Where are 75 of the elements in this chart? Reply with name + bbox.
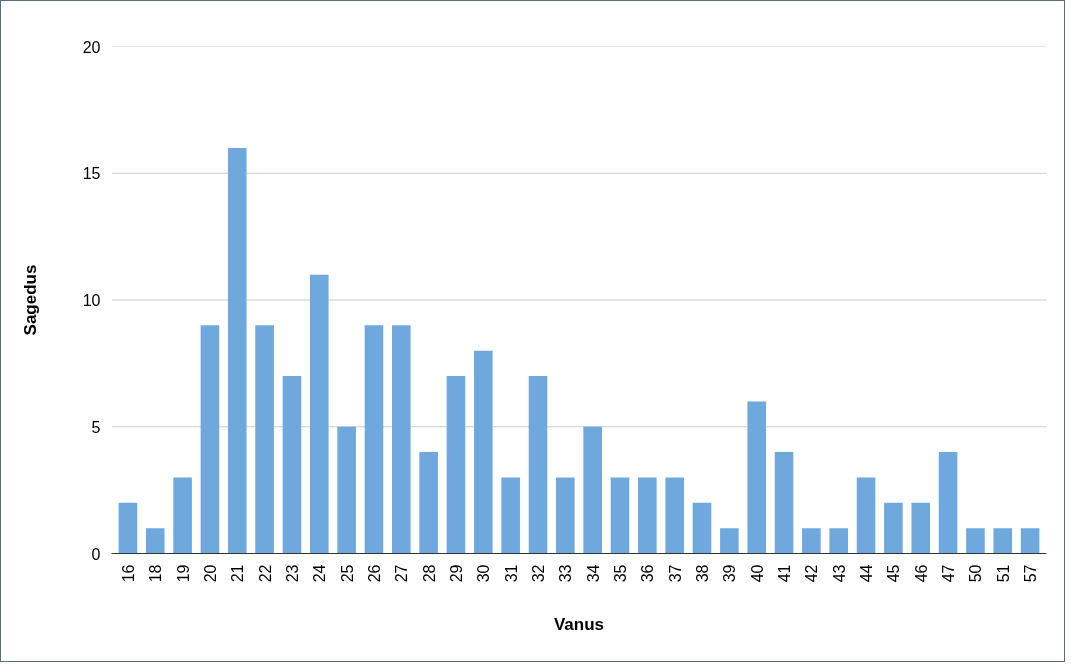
y-tick-label: 15 (82, 165, 101, 183)
y-axis-title: Sagedus (20, 264, 40, 336)
x-tick-label: 32 (529, 564, 547, 583)
bar (309, 274, 329, 554)
bar (774, 452, 794, 554)
x-tick-label: 18 (147, 564, 165, 583)
bar (911, 502, 931, 554)
x-tick-label: 51 (994, 564, 1012, 583)
x-tick-label: 40 (748, 564, 766, 583)
x-tick-label: 35 (612, 564, 630, 583)
x-tick-label: 37 (666, 564, 684, 583)
x-tick-label: 46 (912, 564, 930, 583)
bar (938, 452, 958, 554)
bar (583, 426, 602, 554)
x-tick-label: 45 (885, 564, 903, 583)
bar (446, 376, 466, 554)
bar (556, 477, 575, 554)
x-tick-label: 25 (338, 564, 356, 583)
bar (474, 350, 493, 554)
x-tick-label: 20 (201, 564, 219, 583)
bar (364, 325, 384, 554)
x-tick-label: 23 (283, 564, 301, 583)
x-tick-label: 39 (721, 564, 739, 583)
bar (747, 401, 766, 554)
bar (993, 528, 1013, 554)
bar (966, 528, 985, 554)
bar (802, 528, 821, 554)
x-tick-label: 36 (639, 564, 657, 583)
bar (638, 477, 657, 554)
bar (173, 477, 192, 554)
bar (200, 325, 220, 554)
x-tick-label: 29 (447, 564, 465, 583)
x-tick-label: 33 (557, 564, 575, 583)
bar (528, 376, 548, 554)
x-tick-label: 19 (174, 564, 192, 583)
x-tick-label: 43 (830, 564, 848, 583)
x-tick-label: 38 (694, 564, 712, 583)
x-tick-label: 44 (858, 564, 876, 583)
bar (337, 426, 356, 554)
bar (829, 528, 849, 554)
bar (884, 502, 903, 554)
bar (255, 325, 274, 554)
x-tick-label: 16 (119, 564, 137, 583)
x-tick-label: 26 (365, 564, 383, 583)
bar (720, 528, 739, 554)
x-tick-label: 22 (256, 564, 274, 583)
x-tick-label: 50 (967, 564, 985, 583)
bar (501, 477, 520, 554)
bar (665, 477, 684, 554)
y-tick-label: 20 (82, 38, 101, 56)
x-tick-label: 21 (229, 564, 247, 583)
x-tick-label: 31 (502, 564, 520, 583)
bar (392, 325, 411, 554)
bar (1020, 528, 1040, 554)
x-tick-label: 34 (584, 564, 602, 583)
x-tick-label: 41 (776, 564, 794, 583)
x-tick-label: 28 (420, 564, 438, 583)
bar (282, 376, 302, 554)
y-tick-label: 0 (91, 545, 101, 563)
bar (419, 452, 438, 554)
bar (692, 502, 712, 554)
bar (118, 502, 138, 554)
x-tick-label: 57 (1022, 564, 1040, 583)
y-tick-label: 5 (91, 418, 101, 436)
bar (856, 477, 876, 554)
x-tick-label: 27 (393, 564, 411, 583)
x-tick-label: 47 (940, 564, 958, 583)
x-tick-label: 42 (803, 564, 821, 583)
bar (227, 147, 247, 554)
x-axis-title: Vanus (553, 615, 605, 635)
x-tick-label: 24 (311, 564, 329, 583)
x-tick-label: 30 (475, 564, 493, 583)
bar (145, 528, 165, 554)
y-tick-label: 10 (82, 292, 101, 309)
bar (610, 477, 630, 554)
